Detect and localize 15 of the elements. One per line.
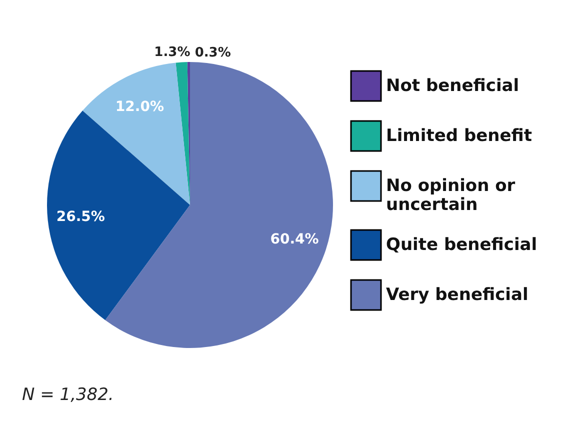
- legend-label: Very beneficial: [386, 285, 528, 305]
- data-label: 1.3%: [154, 45, 190, 60]
- pie-slice: [47, 110, 190, 320]
- legend-label: Limited benefit: [386, 126, 532, 146]
- pie-slice: [176, 62, 190, 205]
- pie-slice: [82, 62, 190, 205]
- pie-slice: [105, 62, 333, 348]
- data-label: 12.0%: [115, 99, 164, 116]
- legend-label: No opinion or uncertain: [386, 176, 516, 215]
- legend-label: Quite beneficial: [386, 235, 538, 255]
- data-label: 26.5%: [56, 208, 105, 225]
- data-label: 0.3%: [194, 46, 231, 61]
- data-label: 60.4%: [270, 231, 319, 248]
- text: N = 1,382.: [22, 385, 114, 405]
- legend-label: Not beneficial: [386, 76, 520, 96]
